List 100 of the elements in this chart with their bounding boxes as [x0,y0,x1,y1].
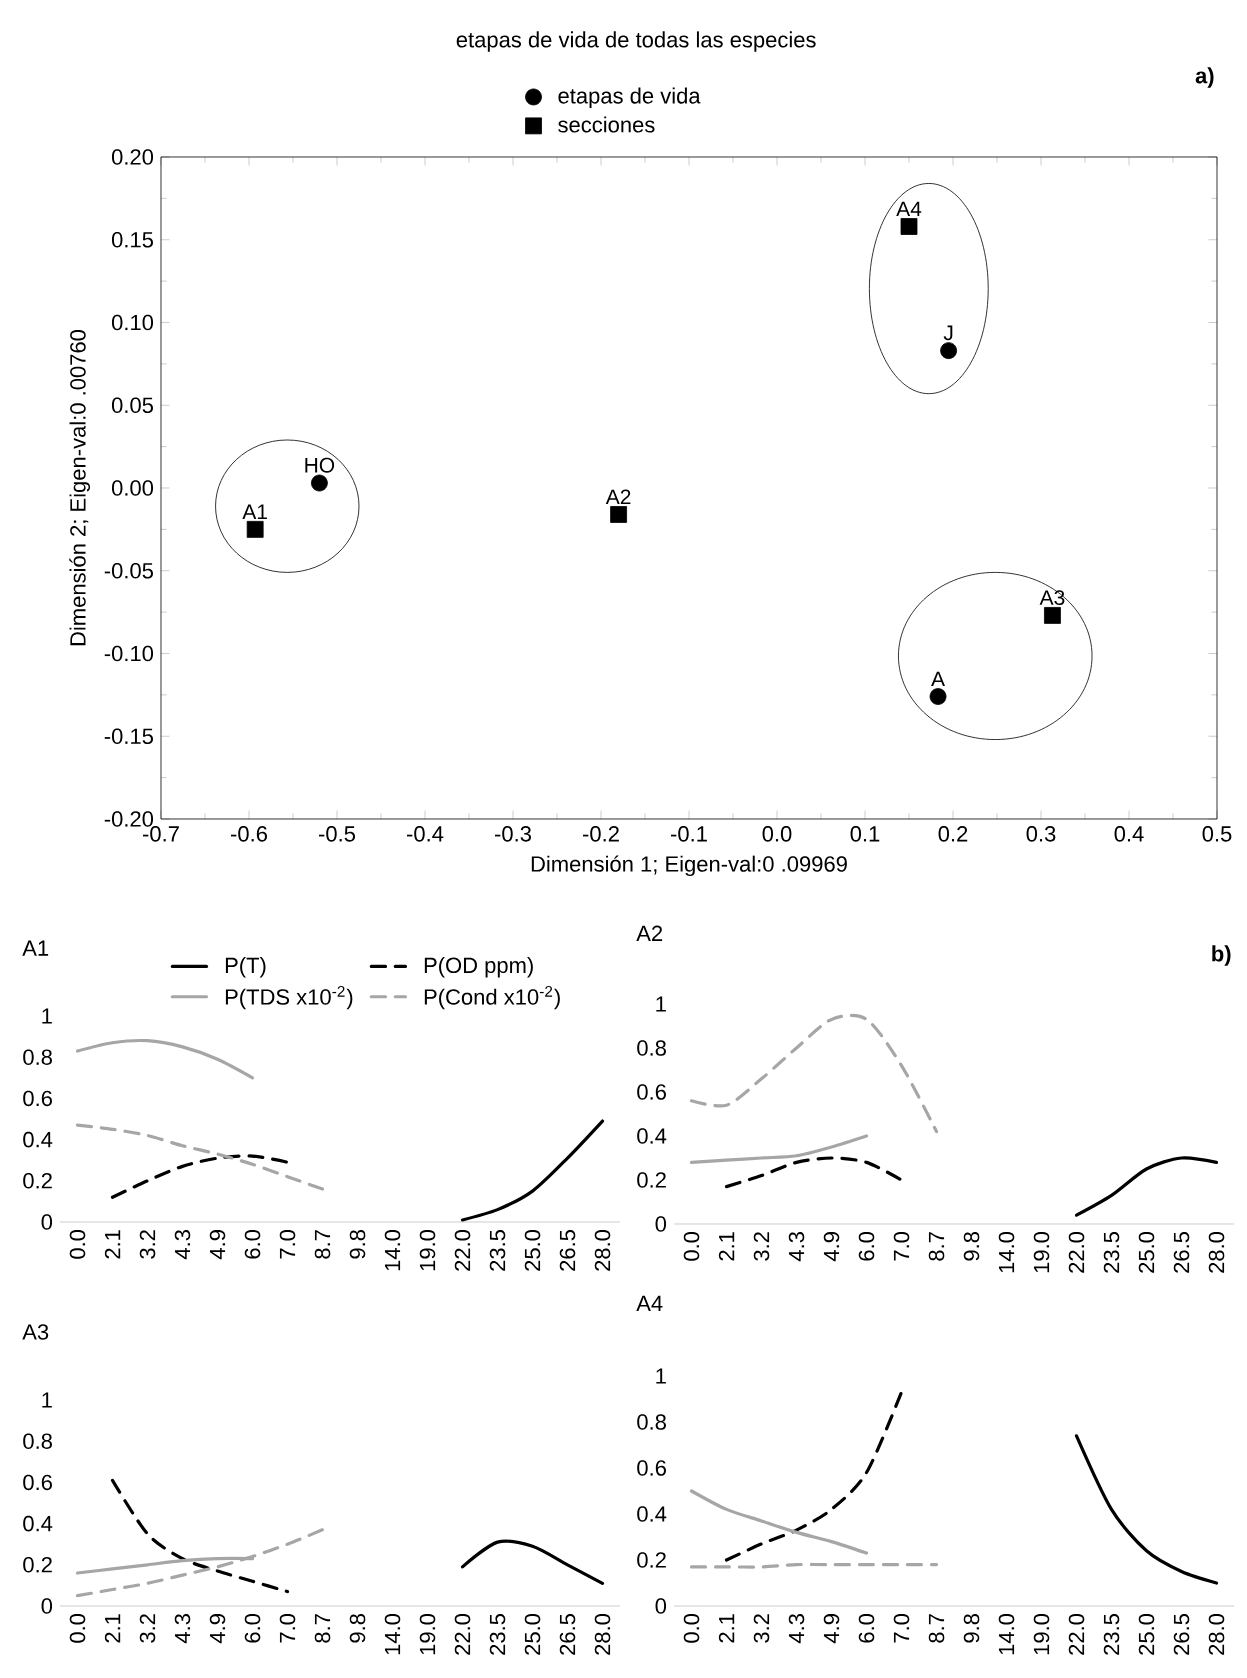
x-tick-label: 8.7 [314,1230,331,1259]
x-tick-label: 9.8 [963,1232,980,1261]
x-tick-label: 25.0 [1138,1613,1155,1655]
x-tick-label: 26.5 [1173,1232,1190,1273]
point [311,474,328,492]
x-tick-label: -0.1 [671,826,707,842]
chart-title: A4 [636,1295,663,1311]
y-tick-label: 0.05 [111,397,153,414]
x-tick-label: 25.0 [524,1229,541,1271]
legend-label: P(OD ppm) [424,956,533,978]
x-tick-label: 28.0 [594,1229,611,1271]
x-tick-label: 6.0 [858,1231,875,1261]
x-tick-label: 0.0 [69,1613,86,1643]
x-tick-label: 6.0 [244,1229,261,1259]
x-tick-label: -0.5 [319,826,356,842]
text: b) [1212,945,1231,966]
annotation: A3 [1039,590,1065,606]
x-tick-label: 0.0 [683,1231,700,1261]
x-tick-label: 7.0 [893,1613,910,1643]
y-tick-label: 0.8 [637,1414,666,1430]
line-series [1074,1434,1219,1585]
y-tick-label: 0 [655,1598,667,1614]
x-tick-label: 8.7 [314,1614,331,1643]
x-tick-label: 3.2 [139,1230,156,1259]
legend-label: secciones [558,116,655,133]
y-tick-label: 1 [42,1392,52,1408]
x-tick-label: 23.5 [489,1230,506,1271]
x-tick-label: 14.0 [998,1231,1015,1273]
y-tick-label: 0.2 [23,1173,52,1189]
y-tick-label: 0.8 [23,1433,52,1449]
y-tick-label: -0.10 [104,645,154,662]
x-tick-label: 22.0 [454,1229,471,1271]
line-series [724,1390,904,1562]
x-tick-label: 9.8 [349,1230,366,1259]
y-tick-label: 0.6 [23,1474,52,1491]
x-tick-label: 28.0 [1208,1613,1225,1655]
x-tick-label: 9.8 [963,1614,980,1643]
x-tick-label: 3.2 [753,1232,770,1261]
x-tick-label: 6.0 [244,1613,261,1643]
x-tick-label: 28.0 [1208,1231,1225,1273]
x-tick-label: -0.2 [583,826,619,842]
y-tick-label: 0.2 [23,1557,52,1573]
legend-label: P(Cond x10$^{-2}$) [424,985,560,1010]
legend-label: etapas de vida [558,87,701,108]
y-tick-label: 1 [656,996,666,1012]
annotation: HO [305,457,335,473]
y-tick-label: 0.4 [23,1515,53,1532]
x-tick-label: 23.5 [489,1614,506,1655]
x-tick-label: 22.0 [454,1613,471,1655]
x-tick-label: 26.5 [1173,1614,1190,1655]
x-tick-label: 25.0 [1138,1231,1155,1273]
x-tick-label: 0.4 [1114,826,1144,842]
point [1044,607,1061,624]
chart-title: A1 [22,940,49,956]
x-tick-label: 0.2 [938,826,968,842]
annotation: J [943,325,953,341]
x-tick-label: 14.0 [998,1613,1015,1655]
line-series [75,1038,255,1080]
line-series [110,1478,290,1594]
y-tick-label: -0.15 [104,728,153,745]
legend-label: P(TDS x10$^{-2}$) [225,985,353,1010]
x-tick-label: 3.2 [139,1614,156,1643]
x-tick-label: 3.2 [753,1614,770,1643]
line-series [75,1123,325,1191]
annotation: A2 [605,489,631,505]
y-tick-label: 0.6 [637,1084,666,1100]
x-tick-label: 4.3 [788,1232,805,1262]
y-tick-label: 0.20 [111,149,154,165]
y-tick-label: 0.4 [637,1506,667,1522]
y-tick-label: 0 [41,1598,53,1614]
line-series [1074,1156,1219,1217]
x-tick-label: -0.7 [143,826,179,842]
point [610,506,627,523]
x-tick-label: 0.3 [1026,826,1056,842]
x-tick-label: 0.0 [762,826,792,842]
y-tick-label: 0.10 [111,314,154,331]
x-tick-label: 7.0 [279,1613,296,1643]
y-tick-label: 1 [42,1008,52,1024]
annotation: A4 [896,201,922,217]
y-tick-label: 0.15 [111,231,153,248]
x-tick-label: 8.7 [928,1232,945,1261]
x-tick-label: 26.5 [559,1230,576,1271]
line-series [689,1489,869,1555]
y-tick-label: 0.2 [637,1172,666,1188]
y-axis-title: Dimensión 2; Eigen-val:0 .00760 [69,329,91,646]
x-tick-label: 23.5 [1103,1232,1120,1273]
x-tick-label: 19.0 [1033,1231,1050,1273]
y-tick-label: 1 [656,1368,666,1384]
x-tick-label: 4.3 [174,1230,191,1260]
point [940,342,957,360]
x-tick-label: 0.1 [850,826,880,842]
y-tick-label: 0 [41,1214,53,1230]
x-tick-label: 2.1 [718,1232,735,1261]
x-tick-label: 19.0 [419,1229,436,1271]
x-tick-label: 4.9 [823,1232,840,1262]
y-tick-label: 0.4 [637,1128,667,1144]
x-tick-label: 9.8 [349,1614,366,1643]
x-tick-label: 2.1 [718,1614,735,1643]
y-tick-label: -0.05 [104,562,153,579]
point [900,218,918,235]
